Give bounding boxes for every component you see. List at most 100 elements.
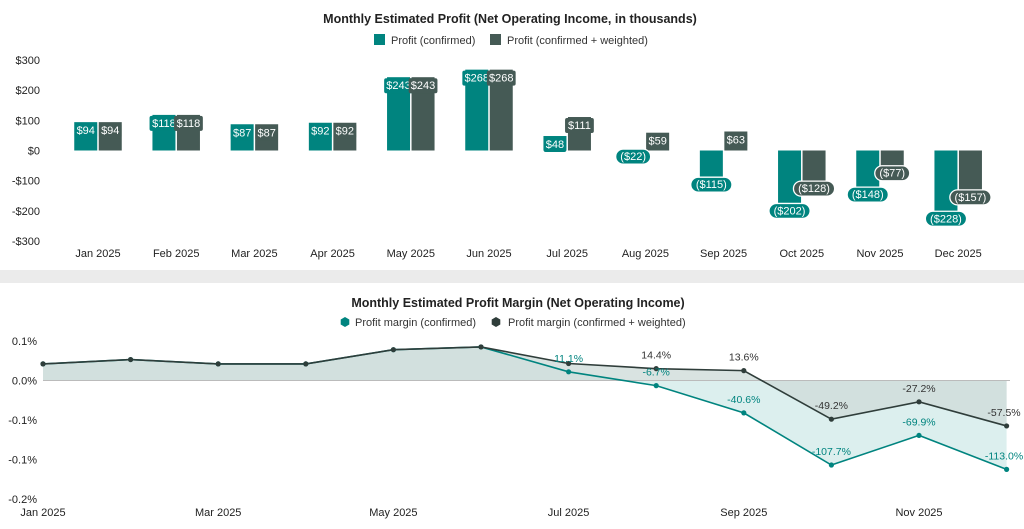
- bar-confirmed: [387, 77, 411, 151]
- profit-bar-chart: Monthly Estimated Profit (Net Operating …: [12, 12, 992, 260]
- x-tick-label: Mar 2025: [195, 507, 241, 519]
- x-tick-label: Sep 2025: [720, 507, 767, 519]
- chart2-data-labels: 11.1% -6.7% -40.6% -107.7% -69.9% -113.0% 14.4…: [554, 350, 1023, 463]
- legend-label-margin-weighted: Profit margin (confirmed + weighted): [508, 317, 686, 329]
- y-tick-label: 0.0%: [12, 376, 37, 388]
- point-confirmed: [653, 383, 659, 389]
- data-label-weighted: 13.6%: [729, 352, 759, 364]
- bar-confirmed: [778, 150, 802, 212]
- data-label: ($22): [620, 151, 646, 163]
- legend-marker-weighted: [491, 317, 501, 327]
- data-label-bg: [98, 123, 122, 139]
- point-weighted: [390, 347, 396, 353]
- data-label: $94: [77, 125, 95, 137]
- point-weighted: [916, 399, 922, 405]
- chart1-title: Monthly Estimated Profit (Net Operating …: [323, 12, 697, 26]
- y-tick-label: $200: [16, 85, 40, 97]
- data-label-bg: [255, 125, 278, 141]
- data-label-bg: [792, 180, 836, 197]
- data-label: ($128): [798, 183, 830, 195]
- chart1-bars: [74, 69, 982, 220]
- data-label: ($77): [879, 168, 905, 180]
- data-label-bg: [924, 210, 968, 227]
- data-label: $63: [727, 134, 745, 146]
- data-label: $92: [336, 126, 354, 138]
- x-tick-label: Oct 2025: [779, 248, 824, 260]
- data-label: $59: [648, 136, 666, 148]
- data-label: $118: [177, 118, 201, 130]
- data-label-bg: [565, 118, 594, 134]
- y-tick-label: 0.1%: [12, 336, 37, 348]
- data-label-bg: [949, 189, 992, 206]
- bar-weighted: [489, 69, 513, 151]
- x-tick-label: May 2025: [369, 507, 417, 519]
- x-tick-label: Mar 2025: [231, 248, 277, 260]
- chart2-lines: [42, 346, 1007, 471]
- data-label-weighted: -49.2%: [815, 400, 848, 412]
- data-label: $111: [568, 120, 591, 132]
- data-label: ($202): [774, 205, 806, 217]
- bar-confirmed: [465, 69, 489, 151]
- data-label-bg: [74, 123, 98, 139]
- y-tick-label: -$100: [12, 176, 40, 188]
- data-label-bg: [384, 78, 413, 94]
- y-tick-label: -$300: [12, 236, 40, 248]
- data-label: $268: [489, 73, 513, 85]
- data-label-confirmed: -6.7%: [642, 367, 669, 379]
- bar-weighted: [958, 150, 982, 198]
- profit-chart-panel: Monthly Estimated Profit (Net Operating …: [0, 0, 1024, 270]
- point-weighted: [128, 356, 134, 363]
- bar-weighted: [411, 77, 435, 151]
- data-label: $87: [233, 127, 251, 139]
- x-tick-label: Dec 2025: [935, 248, 982, 260]
- data-label: ($228): [930, 213, 962, 225]
- y-tick-label: $300: [16, 55, 40, 67]
- data-label-weighted: 14.4%: [641, 350, 671, 362]
- area-weighted: [43, 346, 1007, 426]
- data-label-bg: [486, 70, 516, 86]
- point-weighted: [1004, 423, 1010, 429]
- data-label-bg: [230, 125, 254, 141]
- x-tick-label: Jul 2025: [548, 507, 590, 519]
- point-confirmed: [916, 432, 922, 439]
- y-tick-label: -$200: [12, 206, 40, 218]
- x-tick-label: Nov 2025: [856, 248, 903, 260]
- data-label-bg: [174, 115, 203, 131]
- data-label-confirmed: 11.1%: [554, 353, 583, 365]
- chart1-y-axis: $300 $200 $100 $0 -$100 -$200 -$300: [12, 55, 40, 248]
- point-confirmed: [1004, 466, 1010, 472]
- chart2-legend: Profit margin (confirmed) Profit margin …: [340, 317, 686, 329]
- point-weighted: [741, 368, 747, 374]
- data-label: $118: [152, 118, 176, 130]
- data-label: $87: [257, 127, 275, 139]
- bar-weighted: [802, 150, 826, 190]
- legend-swatch-confirmed: [374, 34, 385, 45]
- data-label-bg: [874, 165, 911, 182]
- data-label: ($115): [696, 179, 727, 191]
- point-weighted: [215, 361, 221, 367]
- x-tick-label: Jun 2025: [466, 248, 511, 260]
- data-label-bg: [615, 148, 652, 165]
- y-tick-label: -0.1%: [8, 415, 37, 427]
- data-label-confirmed: -107.7%: [812, 446, 851, 458]
- chart2-y-axis: 0.1% 0.0% -0.1% -0.1% -0.2%: [8, 336, 37, 506]
- data-label-confirmed: -40.6%: [727, 394, 760, 406]
- chart2-points: [40, 344, 1010, 472]
- legend-label-confirmed: Profit (confirmed): [391, 35, 475, 47]
- point-weighted: [303, 361, 309, 367]
- data-label: $243: [411, 80, 435, 92]
- data-label-bg: [768, 202, 811, 220]
- bar-confirmed: [934, 150, 958, 220]
- chart1-legend: Profit (confirmed) Profit (confirmed + w…: [374, 34, 648, 47]
- point-confirmed: [566, 369, 572, 375]
- data-label: $268: [465, 73, 489, 85]
- point-weighted: [828, 416, 835, 422]
- legend-marker-confirmed: [340, 317, 350, 327]
- data-label-bg: [462, 70, 492, 86]
- y-tick-label: -0.1%: [8, 455, 37, 467]
- chart1-data-labels: $94 $94 $118 $118 $87 $87 $92 $92 $243 $243 $268 $2…: [74, 70, 992, 227]
- y-tick-label: -0.2%: [8, 494, 37, 506]
- point-weighted: [653, 366, 659, 372]
- data-label-bg: [333, 123, 357, 139]
- legend-swatch-weighted: [490, 34, 501, 45]
